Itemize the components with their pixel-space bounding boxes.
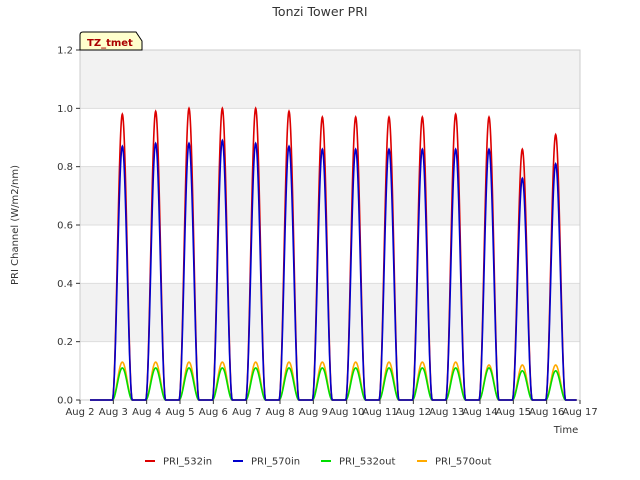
legend-label: PRI_532out: [339, 457, 395, 468]
x-tick-label: Aug 7: [232, 407, 261, 418]
y-tick-label: 0.6: [57, 221, 73, 232]
series-line-pri-570in: [90, 138, 577, 401]
x-tick-label: Aug 16: [529, 407, 564, 418]
background-bands: [80, 50, 580, 342]
y-axis-label: PRI Channel (W/m2/nm): [10, 165, 21, 285]
x-tick-label: Aug 9: [299, 407, 328, 418]
band: [80, 50, 580, 109]
tz-tmet-badge: TZ_tmet: [79, 31, 143, 51]
legend-label: PRI_532in: [163, 457, 212, 468]
x-tick-label: Aug 4: [132, 407, 161, 418]
y-tick-label: 1.2: [57, 46, 73, 57]
axis-ticks: 0.0 0.2 0.4 0.6 0.8 1.0 1.2 Aug 2 Aug 3 Aug 4 Aug …: [57, 46, 598, 419]
x-tick-label: Aug 2: [65, 407, 94, 418]
x-tick-label: Aug 13: [429, 407, 464, 418]
chart-title: Tonzi Tower PRI: [271, 4, 367, 19]
y-tick-label: 0.8: [57, 162, 73, 173]
x-tick-label: Aug 10: [329, 407, 364, 418]
x-axis-label: Time: [553, 425, 578, 436]
y-tick-label: 0.0: [57, 396, 73, 407]
x-tick-label: Aug 11: [362, 407, 397, 418]
series-layer: [90, 106, 577, 401]
legend-label: PRI_570out: [435, 457, 491, 468]
y-tick-label: 0.4: [57, 279, 73, 290]
badge-shape: [79, 31, 143, 51]
legend-label: PRI_570in: [251, 457, 300, 468]
x-tick-label: Aug 12: [396, 407, 431, 418]
band: [80, 283, 580, 342]
x-tick-label: Aug 8: [265, 407, 294, 418]
legend: PRI_532in PRI_570in PRI_532out PRI_570out: [145, 457, 491, 468]
x-tick-label: Aug 3: [99, 407, 128, 418]
y-tick-label: 1.0: [57, 104, 73, 115]
x-tick-label: Aug 14: [462, 407, 497, 418]
x-tick-label: Aug 17: [562, 407, 597, 418]
badge-label: TZ_tmet: [87, 38, 133, 49]
x-tick-label: Aug 5: [165, 407, 194, 418]
band: [80, 166, 580, 225]
y-tick-label: 0.2: [57, 337, 73, 348]
x-tick-label: Aug 15: [496, 407, 531, 418]
x-tick-label: Aug 6: [199, 407, 228, 418]
